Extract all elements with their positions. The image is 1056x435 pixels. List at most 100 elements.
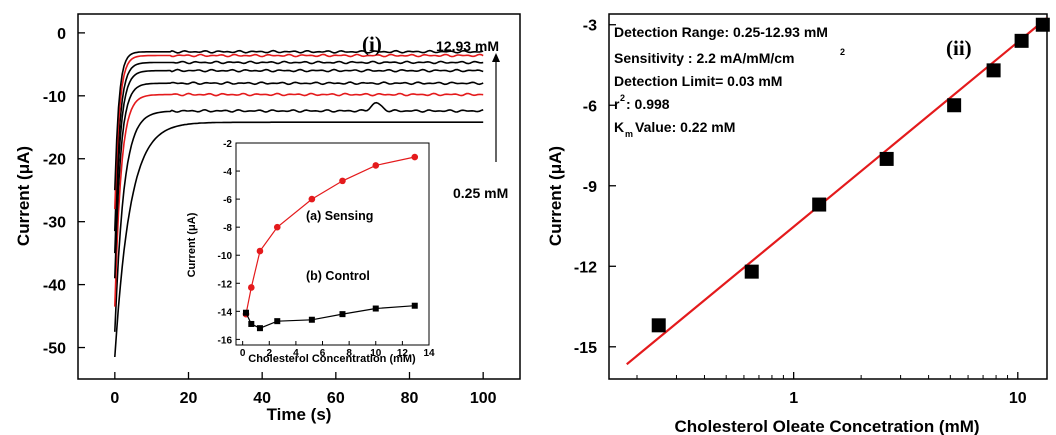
inset-sensing-point	[248, 284, 255, 291]
x-tick-label: 100	[470, 390, 497, 407]
inset-sensing-point	[411, 153, 419, 161]
inset-series-b-label: (b) Control	[306, 269, 370, 283]
y-tick-label: 0	[57, 26, 66, 43]
x-tick-label: 80	[401, 390, 419, 407]
panel-ii-xlabel: Cholesterol Oleate Concetration (mM)	[674, 417, 979, 435]
transient-curve	[114, 92, 484, 307]
inset-control-point	[248, 320, 255, 327]
inset-ticks: 0 2 4 6 8 10 12 14 -2 -4 -6 -8 -10 -12 -14 -16	[218, 139, 435, 359]
inset-series-a-label: (a) Sensing	[306, 209, 373, 223]
y-tick-label: -10	[43, 89, 66, 106]
inset-xlabel: Cholesterol Concentration (mM)	[248, 353, 416, 365]
y-tick-label: -12	[574, 259, 597, 276]
inset-control-point	[242, 309, 249, 316]
inset-y-tick-label: -4	[223, 167, 232, 178]
y-tick-label: -20	[43, 152, 66, 169]
data-point	[651, 318, 666, 333]
inset-x-tick-label: 10	[370, 348, 382, 359]
stat-km-sub: m	[625, 129, 633, 139]
stat-r-squared-sup: 2	[620, 93, 625, 103]
transient-curve	[114, 81, 484, 279]
x-tick-label: 0	[110, 390, 119, 407]
inset-y-tick-label: -16	[218, 335, 233, 346]
y-tick-label: -3	[583, 18, 597, 35]
inset-frame	[235, 142, 430, 346]
x-tick-label: 20	[180, 390, 198, 407]
stat-r-squared-symbol: r	[614, 96, 620, 112]
x-tick-label: 40	[253, 390, 271, 407]
x-tick-label: 1	[789, 390, 798, 407]
inset-x-tick-label: 4	[293, 348, 299, 359]
data-point	[947, 98, 962, 113]
x-tick-label: 60	[327, 390, 345, 407]
y-tick-label: -9	[583, 179, 597, 196]
stat-r-squared-value: : 0.998	[626, 96, 670, 112]
inset-sensing-point	[273, 223, 281, 231]
panel-ii-ylabel: Current (μA)	[546, 146, 565, 246]
panel-ii-plot	[626, 17, 1050, 366]
inset-control-point	[411, 302, 418, 309]
inset-sensing-point	[256, 247, 264, 255]
inset-y-tick-label: -14	[218, 307, 233, 318]
inset-y-tick-label: -8	[223, 223, 232, 234]
inset-x-tick-label: 12	[397, 348, 409, 359]
inset-series-line	[245, 156, 415, 315]
stat-detection-limit: Detection Limit= 0.03 mM	[614, 73, 782, 89]
transient-curve	[114, 121, 484, 358]
stat-sensitivity-sup: 2	[840, 47, 845, 57]
concentration-arrow-head	[492, 53, 500, 62]
inset-control-point	[274, 318, 281, 325]
y-tick-label: -40	[43, 278, 66, 295]
inset-control-point	[339, 311, 346, 318]
inset-x-tick-label: 14	[423, 348, 435, 359]
inset-y-tick-label: -2	[223, 139, 232, 150]
x-tick-label: 10	[1009, 390, 1027, 407]
linear-fit-line	[626, 17, 1048, 366]
panel-i-frame	[77, 13, 521, 380]
inset-sensing-point	[372, 162, 380, 169]
panel-ii: 1 10 -3 -6 -9 -12 -15 (ii) Cholesterol Oleate …	[546, 13, 1050, 435]
y-tick-label: -30	[43, 215, 66, 232]
transient-curve	[114, 101, 484, 332]
transient-curve	[114, 68, 484, 254]
data-point	[812, 197, 827, 212]
inset-x-tick-label: 0	[240, 348, 246, 359]
inset-x-tick-label: 6	[320, 348, 326, 359]
inset-control-point	[372, 305, 379, 312]
panel-i-curves	[114, 49, 484, 358]
stats-box: Detection Range: 0.25-12.93 mM Sensitivi…	[614, 24, 845, 139]
stat-km-value: Value: 0.22 mM	[635, 119, 735, 135]
inset-control-point	[308, 316, 315, 323]
inset-x-tick-label: 2	[266, 348, 272, 359]
data-point	[879, 151, 894, 166]
panel-i-ylabel: Current (μA)	[14, 146, 33, 246]
inset-sensing-point	[339, 177, 346, 185]
transient-curve	[114, 60, 484, 232]
stat-sensitivity: Sensitivity : 2.2 mA/mM/cm	[614, 50, 795, 66]
annotation-top-concentration: 12.93 mM	[436, 38, 499, 54]
inset-y-tick-label: -6	[223, 195, 232, 206]
panel-ii-ticks: 1 10 -3 -6 -9 -12 -15	[574, 18, 1027, 407]
data-point	[744, 264, 759, 279]
inset-y-tick-label: -10	[218, 251, 233, 262]
panel-ii-label: (ii)	[946, 36, 972, 60]
data-point	[1035, 17, 1050, 32]
data-point	[986, 63, 1001, 78]
y-tick-label: -6	[583, 98, 597, 115]
inset-control-point	[256, 325, 263, 332]
inset-chart: 0 2 4 6 8 10 12 14 -2 -4 -6 -8 -10 -12 -14 -16 (a) Sens…	[186, 139, 435, 365]
data-point	[1014, 33, 1029, 48]
inset-x-tick-label: 8	[346, 348, 352, 359]
stat-detection-range: Detection Range: 0.25-12.93 mM	[614, 24, 828, 40]
inset-sensing-point	[308, 195, 316, 203]
inset-lines	[242, 153, 419, 332]
panel-i-label: (i)	[362, 32, 382, 56]
panel-i-xlabel: Time (s)	[267, 405, 332, 424]
stat-km-symbol: K	[614, 119, 624, 135]
y-tick-label: -50	[43, 341, 66, 358]
panel-ii-frame	[608, 13, 1048, 380]
y-tick-label: -15	[574, 340, 597, 357]
